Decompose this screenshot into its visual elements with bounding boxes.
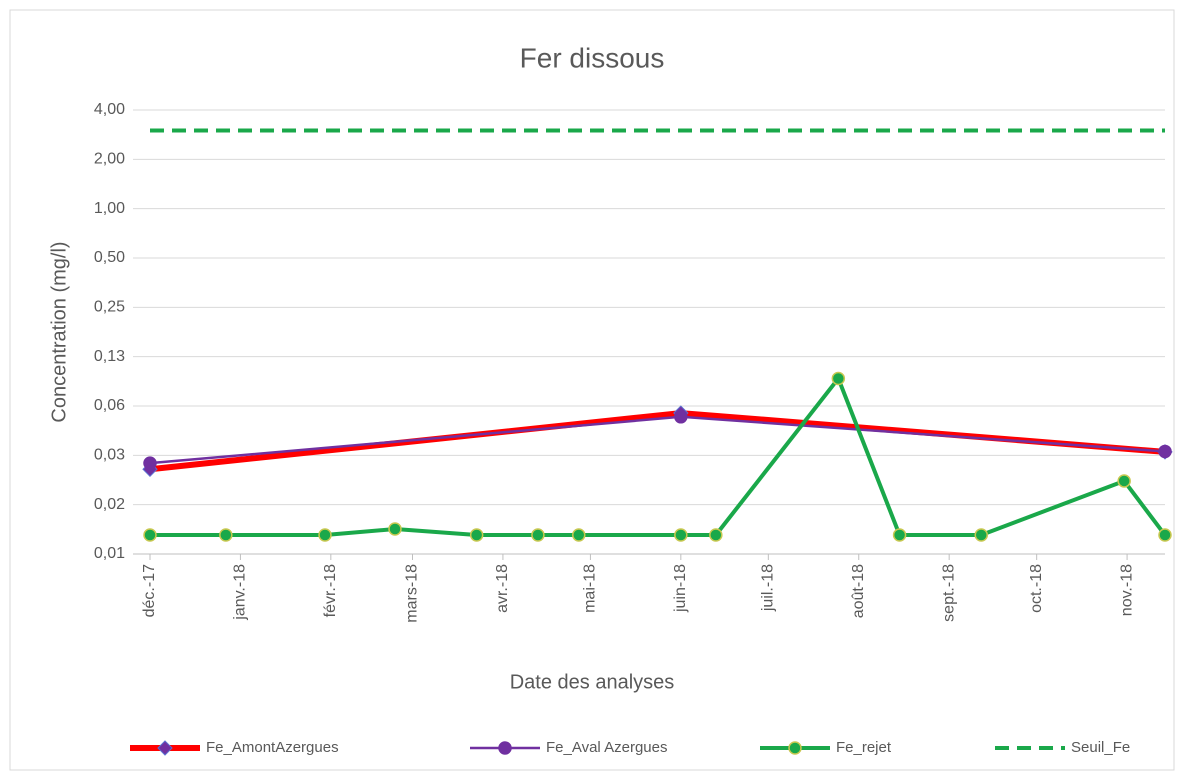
y-tick-label: 0,02 <box>94 496 125 513</box>
point <box>531 528 545 542</box>
point <box>1158 444 1172 459</box>
legend-label: Fe_AmontAzergues <box>206 739 339 756</box>
x-tick-label: juil.-18 <box>760 564 777 612</box>
y-tick-label: 0,01 <box>94 545 125 562</box>
y-tick-label: 0,03 <box>94 447 125 464</box>
legend-marker <box>788 741 802 755</box>
legend-label: Fe_rejet <box>836 739 892 756</box>
y-tick-label: 0,06 <box>94 397 125 414</box>
point <box>1158 528 1172 542</box>
x-tick-label: juin-18 <box>672 564 689 613</box>
point <box>388 522 402 536</box>
point <box>974 528 988 542</box>
y-tick-label: 0,13 <box>94 348 125 365</box>
y-axis-label: Concentration (mg/l) <box>48 241 70 422</box>
chart-title: Fer dissous <box>520 42 665 73</box>
y-tick-label: 1,00 <box>94 200 125 217</box>
y-tick-label: 0,50 <box>94 249 125 266</box>
x-tick-label: mars-18 <box>404 564 421 623</box>
chart-frame <box>9 9 1175 771</box>
x-tick-label: févr.-18 <box>322 564 339 617</box>
x-tick-label: oct.-18 <box>1028 564 1045 613</box>
y-tick-label: 2,00 <box>94 151 125 168</box>
y-tick-label: 0,25 <box>94 299 125 316</box>
point <box>674 528 688 542</box>
x-tick-label: sept.-18 <box>940 564 957 622</box>
point <box>572 528 586 542</box>
point <box>892 528 907 542</box>
series-line <box>150 376 1167 538</box>
legend-label: Seuil_Fe <box>1071 739 1130 756</box>
x-axis-label: Date des analyses <box>510 671 675 693</box>
point <box>143 528 157 542</box>
x-tick-label: août-18 <box>850 564 867 618</box>
point <box>469 528 484 542</box>
point <box>219 528 233 542</box>
x-tick-label: janv.-18 <box>232 564 249 621</box>
legend-marker <box>498 741 512 755</box>
legend-label: Fe_Aval Azergues <box>546 739 667 756</box>
point <box>1117 474 1131 488</box>
point <box>143 456 157 470</box>
point <box>318 528 332 542</box>
point <box>709 528 723 542</box>
x-tick-label: mai-18 <box>582 564 599 613</box>
legend-marker <box>157 740 173 756</box>
x-tick-label: déc.-17 <box>141 564 158 617</box>
point <box>674 410 688 424</box>
point <box>831 371 846 386</box>
x-tick-label: nov.-18 <box>1118 564 1135 616</box>
y-tick-label: 4,00 <box>94 101 125 118</box>
x-tick-label: avr.-18 <box>494 564 511 613</box>
